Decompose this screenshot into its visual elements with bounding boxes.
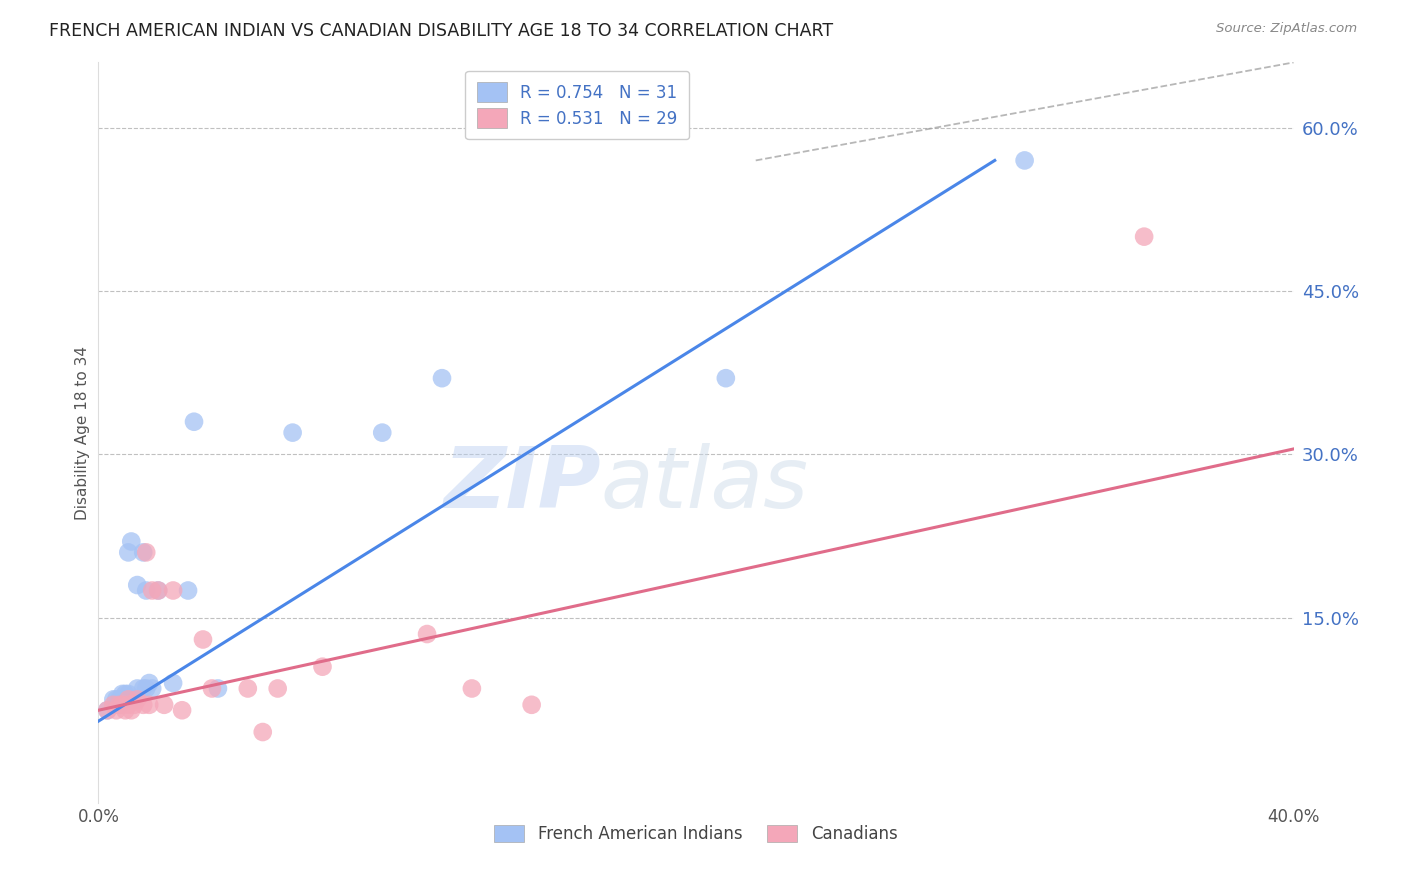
Point xyxy=(127,578,149,592)
Point xyxy=(1014,153,1036,168)
Point xyxy=(172,703,194,717)
Point xyxy=(114,692,136,706)
Point xyxy=(105,703,128,717)
Y-axis label: Disability Age 18 to 34: Disability Age 18 to 34 xyxy=(75,345,90,520)
Point xyxy=(138,698,160,712)
Point xyxy=(114,703,136,717)
Point xyxy=(96,703,118,717)
Point xyxy=(135,545,157,559)
Point xyxy=(132,681,155,696)
Point xyxy=(117,545,139,559)
Point xyxy=(177,583,200,598)
Point xyxy=(267,681,290,696)
Point xyxy=(103,692,125,706)
Point xyxy=(108,692,131,706)
Point xyxy=(127,681,149,696)
Point xyxy=(183,415,205,429)
Point xyxy=(135,681,157,696)
Point xyxy=(117,698,139,712)
Text: ZIP: ZIP xyxy=(443,443,600,526)
Point xyxy=(111,687,134,701)
Point xyxy=(111,692,134,706)
Point xyxy=(416,627,439,641)
Point xyxy=(111,698,134,712)
Point xyxy=(236,681,259,696)
Point xyxy=(117,687,139,701)
Point xyxy=(153,698,176,712)
Point xyxy=(141,583,163,598)
Point xyxy=(207,681,229,696)
Text: Source: ZipAtlas.com: Source: ZipAtlas.com xyxy=(1216,22,1357,36)
Point xyxy=(430,371,453,385)
Point xyxy=(201,681,224,696)
Point xyxy=(520,698,543,712)
Point xyxy=(132,545,155,559)
Point xyxy=(148,583,170,598)
Point xyxy=(114,687,136,701)
Point xyxy=(124,698,146,712)
Point xyxy=(162,676,184,690)
Point xyxy=(117,692,139,706)
Point xyxy=(714,371,737,385)
Point xyxy=(108,698,131,712)
Point xyxy=(148,583,170,598)
Text: atlas: atlas xyxy=(600,443,808,526)
Point xyxy=(105,692,128,706)
Point xyxy=(138,676,160,690)
Point xyxy=(108,698,131,712)
Point xyxy=(311,659,333,673)
Point xyxy=(141,681,163,696)
Point xyxy=(103,698,125,712)
Point xyxy=(281,425,304,440)
Point xyxy=(96,703,118,717)
Point xyxy=(461,681,484,696)
Point xyxy=(127,692,149,706)
Legend: French American Indians, Canadians: French American Indians, Canadians xyxy=(488,819,904,850)
Point xyxy=(120,534,142,549)
Point xyxy=(120,703,142,717)
Point xyxy=(124,692,146,706)
Point xyxy=(371,425,394,440)
Text: FRENCH AMERICAN INDIAN VS CANADIAN DISABILITY AGE 18 TO 34 CORRELATION CHART: FRENCH AMERICAN INDIAN VS CANADIAN DISAB… xyxy=(49,22,834,40)
Point xyxy=(191,632,214,647)
Point xyxy=(132,698,155,712)
Point xyxy=(135,583,157,598)
Point xyxy=(162,583,184,598)
Point xyxy=(1133,229,1156,244)
Point xyxy=(252,725,274,739)
